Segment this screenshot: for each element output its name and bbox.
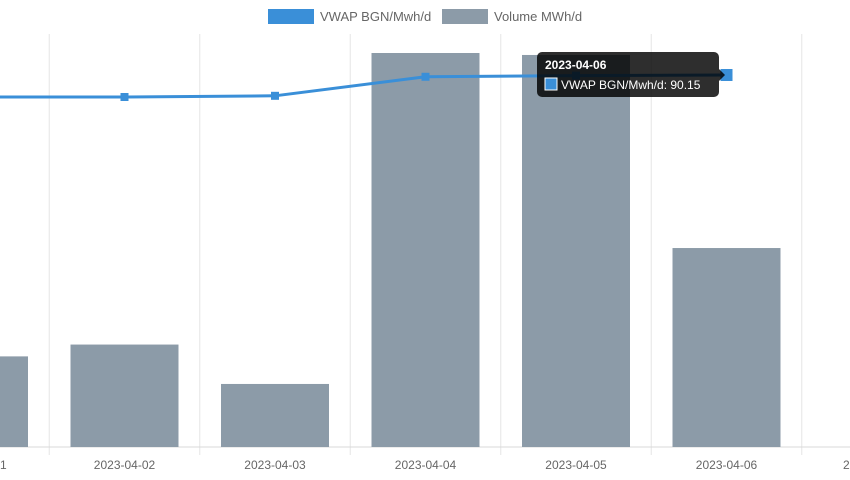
volume-bar[interactable] — [70, 344, 179, 447]
vwap-point[interactable] — [271, 91, 279, 100]
tooltip-swatch — [544, 77, 558, 91]
legend-label-vwap[interactable]: VWAP BGN/Mwh/d — [320, 9, 431, 24]
x-tick-label: 1 — [0, 458, 7, 472]
vwap-point[interactable] — [720, 69, 733, 81]
volume-bar[interactable] — [522, 54, 630, 447]
legend-swatch-volume[interactable] — [442, 9, 488, 24]
tooltip-title: 2023-04-06 — [545, 58, 607, 72]
volume-bar[interactable] — [221, 383, 329, 447]
volume-bar[interactable] — [672, 248, 781, 447]
tooltip-background — [537, 52, 719, 97]
vwap-point[interactable] — [421, 72, 430, 81]
x-tick-label: 2023-04-05 — [545, 458, 607, 472]
bars — [0, 53, 781, 447]
x-axis-ticks: 1 2023-04-02 2023-04-03 2023-04-04 2023-04-0… — [0, 458, 850, 472]
volume-bar[interactable] — [371, 53, 480, 447]
x-tick-label: 2023-04-06 — [696, 458, 758, 472]
legend-label-volume[interactable]: Volume MWh/d — [494, 9, 582, 24]
volume-bar[interactable] — [0, 356, 28, 447]
x-tick-label: 2 — [843, 458, 850, 472]
legend-swatch-vwap[interactable] — [268, 9, 314, 24]
x-tick-label: 2023-04-04 — [395, 458, 457, 472]
legend: VWAP BGN/Mwh/d Volume MWh/d — [268, 9, 582, 24]
x-tick-label: 2023-04-02 — [94, 458, 156, 472]
tooltip-label: VWAP BGN/Mwh/d: 90.15 — [561, 78, 701, 92]
vwap-point[interactable] — [120, 93, 129, 101]
x-tick-label: 2023-04-03 — [244, 458, 306, 472]
tooltip: 2023-04-06 VWAP BGN/Mwh/d: 90.15 — [537, 52, 725, 97]
tooltip-caret — [719, 69, 725, 81]
